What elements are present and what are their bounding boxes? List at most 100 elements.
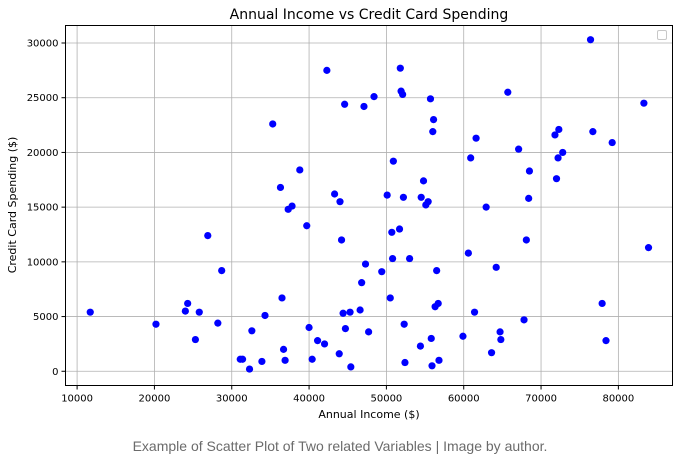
scatter-point bbox=[195, 308, 203, 316]
scatter-point bbox=[388, 228, 396, 236]
scatter-point bbox=[644, 244, 653, 252]
scatter-point bbox=[336, 198, 344, 206]
scatter-point bbox=[515, 145, 523, 153]
scatter-point bbox=[214, 319, 222, 327]
scatter-point bbox=[386, 294, 394, 302]
scatter-point bbox=[269, 120, 277, 128]
scatter-point bbox=[356, 306, 364, 314]
scatter-point bbox=[330, 190, 339, 198]
x-tick-label: 30000 bbox=[216, 394, 248, 405]
image-caption: Example of Scatter Plot of Two related V… bbox=[132, 438, 548, 454]
scatter-point bbox=[288, 202, 296, 210]
y-tick-label: 0 bbox=[52, 367, 58, 378]
scatter-point bbox=[152, 320, 160, 328]
scatter-point bbox=[399, 90, 407, 99]
x-tick-label: 50000 bbox=[370, 394, 402, 405]
y-tick-label: 20000 bbox=[27, 148, 59, 159]
scatter-point bbox=[347, 363, 355, 371]
scatter-point bbox=[429, 116, 438, 124]
x-tick-label: 70000 bbox=[525, 394, 557, 405]
y-axis-ticks: 0 5000 10000 15000 20000 25000 30000 bbox=[27, 39, 66, 378]
scatter-point bbox=[435, 356, 443, 364]
data-points bbox=[86, 36, 653, 373]
x-axis-label: Annual Income ($) bbox=[318, 408, 419, 421]
scatter-point bbox=[424, 198, 432, 206]
scatter-point bbox=[598, 299, 606, 308]
x-tick-label: 20000 bbox=[139, 394, 171, 405]
y-tick-label: 15000 bbox=[27, 203, 59, 214]
scatter-point bbox=[497, 335, 505, 344]
scatter-point bbox=[416, 342, 425, 350]
y-tick-label: 30000 bbox=[27, 39, 59, 50]
scatter-point bbox=[184, 299, 192, 308]
scatter-point bbox=[245, 365, 254, 373]
scatter-point bbox=[559, 148, 567, 157]
scatter-point bbox=[258, 357, 266, 366]
scatter-point bbox=[608, 138, 616, 147]
scatter-point bbox=[433, 267, 441, 275]
scatter-point bbox=[551, 131, 559, 139]
scatter-point bbox=[401, 358, 409, 367]
scatter-point bbox=[339, 309, 347, 317]
scatter-point bbox=[276, 183, 285, 192]
scatter-point bbox=[640, 99, 648, 107]
scatter-point bbox=[464, 249, 472, 257]
scatter-point bbox=[389, 157, 397, 165]
scatter-point bbox=[303, 222, 311, 230]
scatter-point bbox=[86, 308, 94, 316]
scatter-point bbox=[378, 268, 386, 276]
scatter-point bbox=[496, 328, 504, 336]
scatter-point bbox=[555, 125, 563, 134]
scatter-point bbox=[428, 362, 436, 370]
scatter-point bbox=[552, 175, 561, 183]
scatter-point bbox=[308, 355, 316, 363]
scatter-point bbox=[586, 36, 595, 44]
scatter-point bbox=[320, 340, 329, 348]
scatter-point bbox=[358, 279, 366, 287]
scatter-point bbox=[204, 231, 212, 240]
y-axis-label: Credit Card Spending ($) bbox=[6, 137, 19, 274]
scatter-point bbox=[261, 311, 269, 320]
grid-lines bbox=[65, 25, 673, 386]
scatter-point bbox=[396, 64, 404, 72]
scatter-point bbox=[365, 328, 373, 336]
chart-title: Annual Income vs Credit Card Spending bbox=[230, 7, 509, 23]
scatter-point bbox=[361, 260, 370, 268]
scatter-point bbox=[602, 337, 610, 345]
scatter-point bbox=[370, 93, 378, 101]
scatter-point bbox=[492, 263, 500, 271]
scatter-point bbox=[281, 356, 289, 364]
scatter-point bbox=[504, 88, 512, 96]
scatter-point bbox=[427, 334, 435, 343]
scatter-point bbox=[383, 191, 391, 199]
scatter-point bbox=[296, 166, 304, 174]
scatter-point bbox=[279, 345, 288, 353]
scatter-point bbox=[181, 307, 189, 315]
x-tick-label: 80000 bbox=[602, 394, 634, 405]
scatter-point bbox=[218, 267, 226, 275]
scatter-point bbox=[525, 167, 534, 175]
scatter-point bbox=[525, 194, 533, 202]
x-tick-label: 60000 bbox=[448, 394, 480, 405]
scatter-point bbox=[467, 154, 475, 162]
scatter-point bbox=[459, 332, 467, 340]
scatter-point bbox=[434, 299, 442, 308]
plot-area bbox=[65, 25, 673, 386]
scatter-point bbox=[323, 66, 331, 74]
scatter-point bbox=[405, 254, 414, 263]
scatter-point bbox=[341, 100, 349, 108]
scatter-point bbox=[346, 308, 354, 316]
scatter-point bbox=[554, 154, 562, 162]
scatter-point bbox=[399, 193, 408, 201]
scatter-point bbox=[400, 320, 408, 328]
x-tick-label: 10000 bbox=[61, 394, 93, 405]
scatter-point bbox=[520, 316, 528, 324]
scatter-point bbox=[341, 325, 350, 333]
scatter-point bbox=[522, 236, 530, 244]
scatter-point bbox=[191, 335, 200, 344]
x-axis-ticks: 10000 20000 30000 40000 50000 60000 70000 80000 bbox=[61, 385, 634, 405]
scatter-point bbox=[426, 95, 435, 103]
scatter-point bbox=[360, 102, 368, 111]
scatter-chart: 10000 20000 30000 40000 50000 60000 70000 80000… bbox=[6, 7, 673, 421]
scatter-point bbox=[429, 128, 437, 136]
